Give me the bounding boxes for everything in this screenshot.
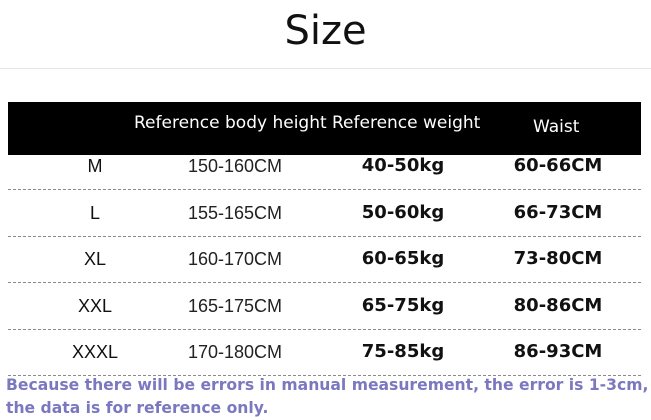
cell-weight: 40-50kg [361,155,445,176]
cell-weight: 75-85kg [361,341,445,362]
cell-waist: 73-80CM [513,248,603,269]
cell-waist: 60-66CM [513,155,603,176]
disclaimer-note: Because there will be errors in manual m… [6,374,651,420]
header-waist: Waist [533,117,580,137]
cell-weight: 65-75kg [361,294,445,316]
cell-waist: 80-86CM [513,294,603,316]
table-row: M 150-160CM 40-50kg 60-66CM [8,143,641,190]
cell-weight: 60-65kg [361,248,445,269]
cell-height: 170-180CM [187,342,283,362]
cell-size: XXXL [71,342,119,362]
note-line-1: Because there will be errors in manual m… [6,376,649,394]
table-row: XXL 165-175CM 65-75kg 80-86CM [8,283,641,330]
cell-waist: 66-73CM [513,201,603,223]
cell-size: M [87,156,103,176]
cell-weight: 50-60kg [361,201,445,223]
cell-height: 155-165CM [187,202,283,223]
note-line-2: the data is for reference only. [6,399,269,417]
header-weight: Reference weight [332,113,481,133]
table-row: L 155-165CM 50-60kg 66-73CM [8,190,641,237]
table-row: XL 160-170CM 60-65kg 73-80CM [8,236,641,283]
cell-height: 150-160CM [187,156,283,176]
header-height: Reference body height [134,113,327,133]
cell-waist: 86-93CM [513,341,603,362]
table-row: XXXL 170-180CM 75-85kg 86-93CM [8,329,641,376]
cell-size: XL [83,249,107,269]
cell-height: 160-170CM [187,249,283,269]
page-title: Size [284,8,367,54]
table-header: Reference body height Reference weight W… [8,102,641,155]
cell-height: 165-175CM [187,295,283,316]
cell-size: XXL [77,295,113,316]
cell-size: L [89,202,101,223]
divider [0,68,651,69]
